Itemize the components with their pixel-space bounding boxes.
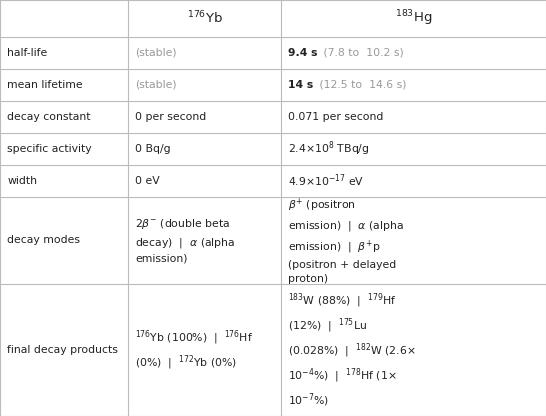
Text: (stable): (stable): [135, 47, 177, 58]
Text: $2.4{\times}10^{8}$ TBq/g: $2.4{\times}10^{8}$ TBq/g: [288, 139, 370, 158]
Text: $\beta^{+}$ (positron
emission)  |  $\alpha$ (alpha
emission)  |  $\beta^{+}$p
(: $\beta^{+}$ (positron emission) | $\alph…: [288, 197, 404, 284]
Text: 0 Bq/g: 0 Bq/g: [135, 144, 171, 154]
Text: $^{176}$Yb (100%)  |  $^{176}$Hf
(0%)  |  $^{172}$Yb (0%): $^{176}$Yb (100%) | $^{176}$Hf (0%) | $^…: [135, 328, 253, 372]
Text: 0 eV: 0 eV: [135, 176, 160, 186]
Text: (7.8 to  10.2 s): (7.8 to 10.2 s): [320, 47, 403, 58]
Text: $^{183}$W (88%)  |  $^{179}$Hf
(12%)  |  $^{175}$Lu
(0.028%)  |  $^{182}$W (2.6$: $^{183}$W (88%) | $^{179}$Hf (12%) | $^{…: [288, 291, 416, 409]
Text: decay modes: decay modes: [7, 235, 80, 245]
Text: (stable): (stable): [135, 79, 177, 90]
Text: $2\beta^{-}$ (double beta
decay)  |  $\alpha$ (alpha
emission): $2\beta^{-}$ (double beta decay) | $\alp…: [135, 217, 236, 264]
Text: 14 s: 14 s: [288, 79, 313, 90]
Text: decay constant: decay constant: [7, 111, 91, 122]
Text: 0 per second: 0 per second: [135, 111, 206, 122]
Text: (12.5 to  14.6 s): (12.5 to 14.6 s): [316, 79, 406, 90]
Text: specific activity: specific activity: [7, 144, 92, 154]
Text: width: width: [7, 176, 37, 186]
Text: 9.4 s: 9.4 s: [288, 47, 318, 58]
Text: mean lifetime: mean lifetime: [7, 79, 83, 90]
Text: $^{183}$Hg: $^{183}$Hg: [395, 8, 432, 28]
Text: half-life: half-life: [7, 47, 48, 58]
Text: $^{176}$Yb: $^{176}$Yb: [187, 10, 223, 27]
Text: 0.071 per second: 0.071 per second: [288, 111, 384, 122]
Text: $4.9{\times}10^{-17}$ eV: $4.9{\times}10^{-17}$ eV: [288, 173, 365, 189]
Text: final decay products: final decay products: [7, 345, 118, 355]
